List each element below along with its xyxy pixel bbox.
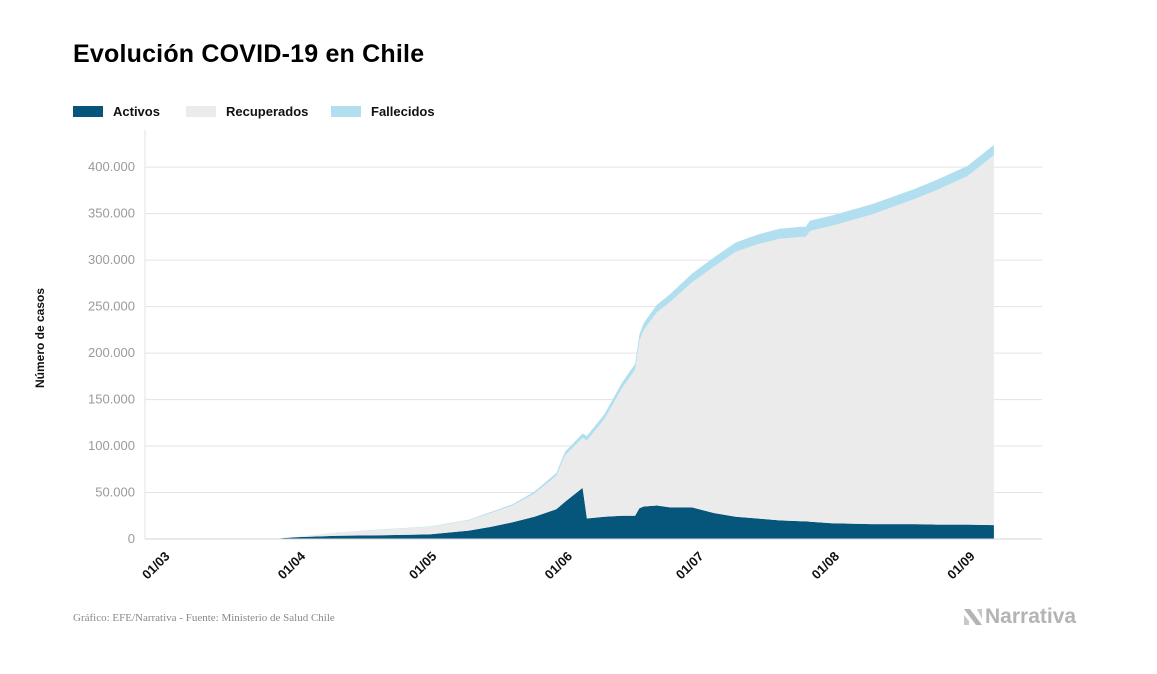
- chart-title: Evolución COVID-19 en Chile: [73, 40, 425, 68]
- y-tick-label: 300.000: [88, 252, 135, 267]
- y-tick-label: 100.000: [88, 438, 135, 453]
- series-area-recuperados: [280, 155, 994, 539]
- legend-label-fallecidos: Fallecidos: [371, 104, 435, 119]
- series-area-activos: [280, 487, 994, 539]
- narrativa-logo-icon: [964, 609, 982, 625]
- y-axis-label: Número de casos: [33, 287, 47, 389]
- logo-text: Narrativa: [985, 605, 1077, 628]
- legend-label-activos: Activos: [113, 104, 160, 119]
- x-tick-label: 01/05: [406, 549, 440, 583]
- y-tick-label: 350.000: [88, 206, 135, 221]
- x-tick-label: 01/04: [275, 548, 309, 582]
- legend-label-recuperados: Recuperados: [226, 104, 309, 119]
- x-tick-label: 01/03: [139, 549, 173, 583]
- y-tick-label: 150.000: [88, 392, 135, 407]
- x-tick-label: 01/08: [808, 549, 842, 583]
- source-note: Gráfico: EFE/Narrativa - Fuente: Ministe…: [73, 612, 335, 624]
- legend-swatch-activos: [73, 106, 103, 117]
- x-tick-label: 01/09: [944, 549, 978, 583]
- legend-swatch-recuperados: [186, 106, 216, 117]
- x-tick-label: 01/07: [673, 549, 707, 583]
- legend-swatch-fallecidos: [331, 106, 361, 117]
- y-tick-label: 250.000: [88, 299, 135, 314]
- x-tick-label: 01/06: [542, 549, 576, 583]
- y-tick-label: 0: [128, 531, 135, 546]
- y-tick-label: 400.000: [88, 159, 135, 174]
- y-tick-label: 200.000: [88, 345, 135, 360]
- y-tick-label: 50.000: [95, 485, 135, 500]
